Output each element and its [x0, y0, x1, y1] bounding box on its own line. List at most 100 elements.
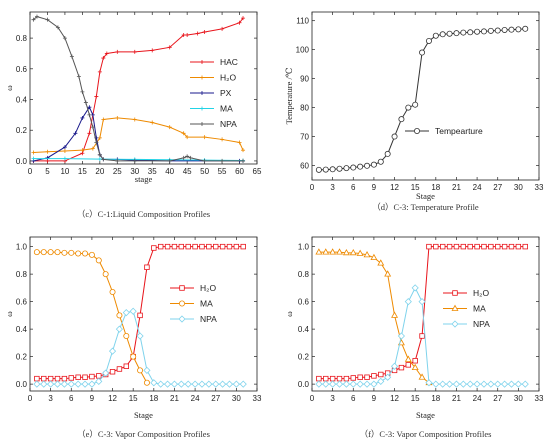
data-point: [522, 25, 529, 32]
data-point: [501, 26, 508, 33]
x-tick-label: 10: [60, 167, 69, 176]
data-point: [164, 380, 172, 388]
data-point: [181, 131, 186, 136]
x-tick-label: 15: [78, 167, 87, 176]
legend-marker: [200, 75, 204, 80]
data-point: [178, 243, 185, 250]
x-tick-label: 9: [372, 183, 377, 192]
data-point: [508, 243, 515, 250]
data-point: [322, 166, 329, 173]
data-point: [315, 248, 323, 255]
data-point: [143, 379, 150, 386]
data-point: [34, 375, 40, 382]
x-tick-label: 35: [148, 167, 157, 176]
x-tick-label: 45: [183, 167, 192, 176]
data-point: [97, 135, 102, 140]
plot-frame: [311, 236, 540, 392]
data-point: [75, 374, 81, 380]
data-point: [349, 380, 357, 388]
data-point: [137, 367, 144, 374]
data-point: [404, 298, 412, 306]
data-point: [384, 373, 392, 381]
data-point: [377, 377, 385, 385]
x-tick-label: 3: [48, 394, 53, 403]
y-tick-label: 90: [300, 75, 309, 84]
data-point: [33, 249, 40, 256]
panel-caption: （f）C-3: Vapor Composition Profiles: [360, 429, 492, 439]
data-point: [377, 158, 384, 165]
x-tick-label: 60: [235, 167, 244, 176]
data-point: [349, 248, 357, 256]
data-point: [115, 115, 120, 120]
data-point: [515, 243, 522, 250]
data-point: [62, 148, 67, 153]
data-point: [446, 243, 453, 250]
y-tick-label: 0.0: [16, 157, 28, 166]
x-tick-label: 6: [351, 394, 356, 403]
data-point: [350, 375, 356, 381]
legend-label-1: MA: [200, 299, 213, 309]
data-point: [76, 74, 81, 79]
data-point: [398, 364, 405, 371]
data-point: [101, 157, 106, 162]
legend-label-0: Tempearture: [435, 126, 483, 136]
x-tick-label: 40: [165, 167, 174, 176]
data-point: [494, 380, 502, 388]
data-point: [132, 49, 137, 54]
data-point: [336, 375, 343, 382]
x-tick-label: 12: [390, 183, 399, 192]
legend-marker: [200, 60, 204, 64]
legend-marker: [451, 320, 459, 328]
data-point: [460, 29, 467, 36]
data-point: [95, 377, 103, 385]
data-point: [370, 161, 377, 168]
y-tick-label: 0.6: [16, 65, 28, 74]
data-point: [433, 243, 439, 250]
data-point: [363, 380, 371, 388]
plot-frame: [29, 236, 258, 392]
plot-frame: [29, 11, 258, 165]
data-point: [425, 37, 432, 44]
x-tick-label: 0: [28, 167, 33, 176]
data-point: [67, 380, 75, 388]
x-tick-label: 12: [108, 394, 117, 403]
data-point: [45, 155, 50, 160]
data-point: [206, 243, 212, 250]
data-point: [363, 251, 371, 258]
data-point: [343, 375, 350, 382]
panel-caption: （d）C-3: Temperature Profile: [372, 202, 479, 212]
x-tick-label: 18: [149, 394, 158, 403]
x-tick-label: 65: [253, 167, 262, 176]
data-point: [109, 369, 116, 375]
x-tick-label: 21: [170, 394, 179, 403]
legend-label-4: NPA: [220, 119, 237, 129]
data-point: [195, 31, 200, 36]
data-point: [488, 243, 494, 250]
data-point: [391, 133, 398, 140]
data-point: [357, 163, 364, 170]
data-point: [185, 243, 191, 250]
data-point: [220, 26, 225, 31]
x-tick-label: 25: [113, 167, 122, 176]
data-point: [241, 158, 246, 163]
data-point: [474, 243, 480, 250]
data-point: [226, 243, 233, 250]
data-point: [185, 135, 190, 140]
data-point: [94, 140, 99, 145]
data-point: [515, 26, 522, 33]
data-point: [315, 380, 323, 388]
data-point: [73, 131, 78, 136]
data-point: [97, 152, 102, 157]
legend-label-0: H₂O: [473, 288, 489, 298]
legend-marker: [200, 122, 204, 126]
data-point: [220, 137, 225, 142]
y-tick-label: 0.6: [16, 298, 28, 307]
y-tick-label: 0.8: [298, 270, 310, 279]
data-point: [80, 115, 85, 120]
data-point: [185, 33, 190, 38]
data-point: [219, 380, 227, 388]
data-point: [426, 243, 432, 250]
data-point: [239, 380, 247, 388]
data-point: [237, 140, 242, 145]
data-point: [170, 380, 179, 388]
